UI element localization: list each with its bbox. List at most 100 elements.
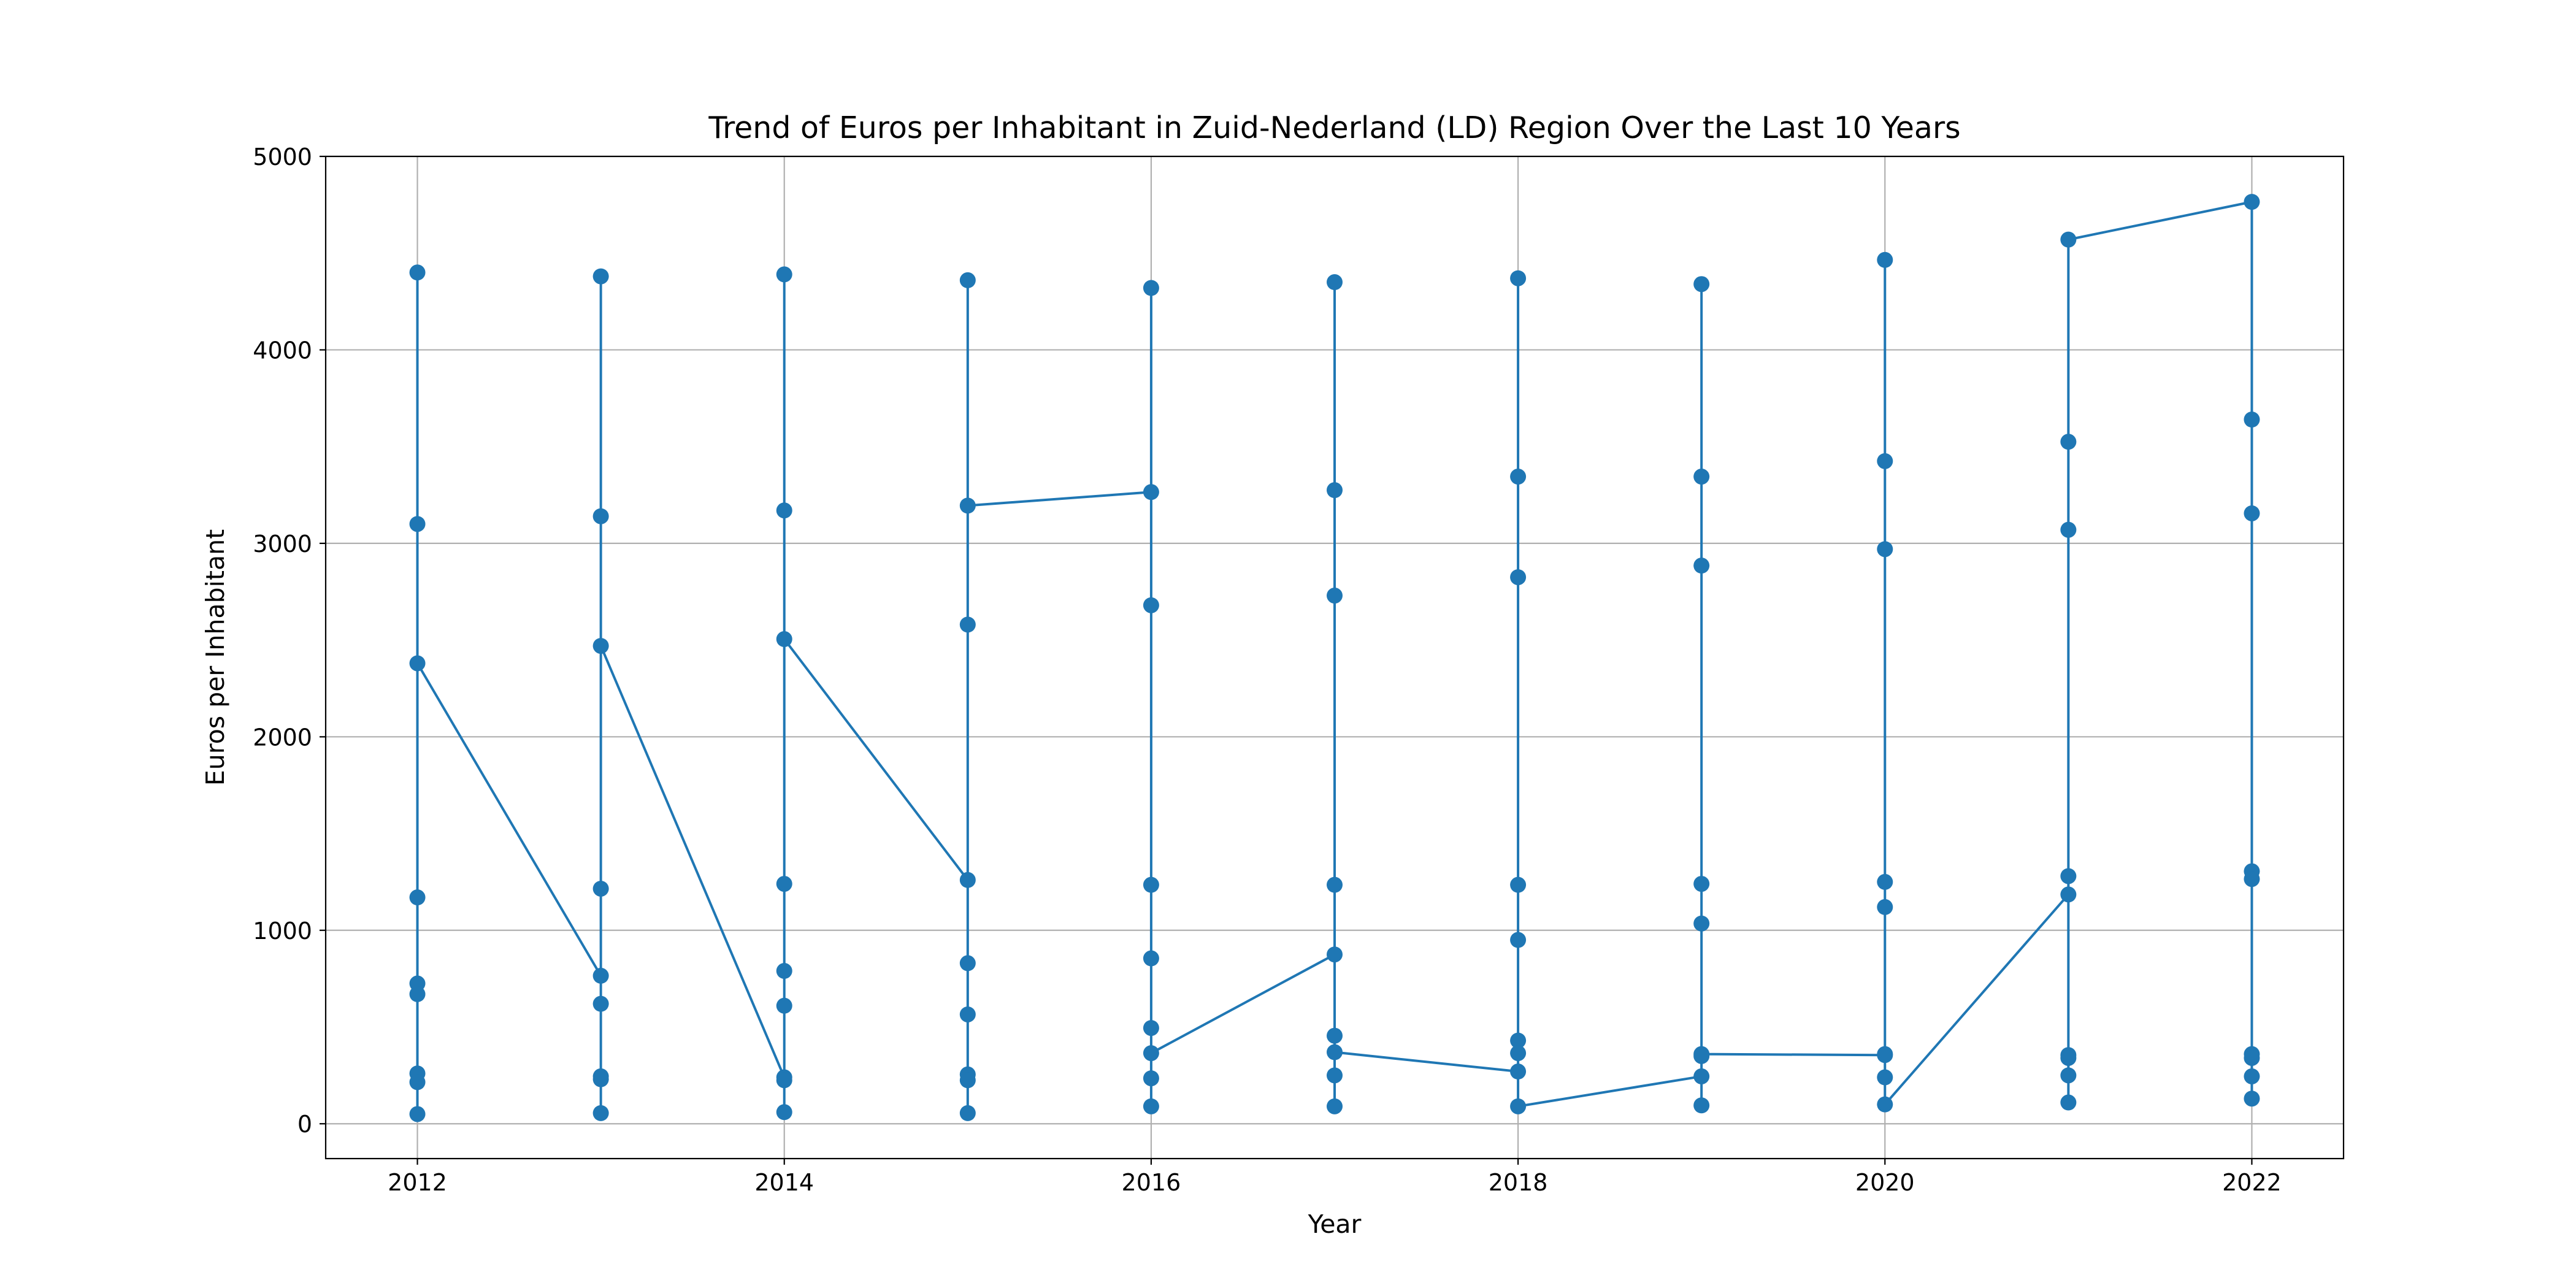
y-tick-label: 0 <box>297 1111 312 1138</box>
y-tick-label: 5000 <box>253 144 312 171</box>
data-point <box>2060 868 2077 884</box>
data-point <box>1877 1096 1893 1113</box>
data-point <box>776 876 792 892</box>
data-point <box>409 1106 426 1122</box>
y-tick-label: 3000 <box>253 531 312 558</box>
data-point <box>1877 873 1893 890</box>
data-point <box>592 1071 609 1087</box>
data-point <box>2244 412 2260 428</box>
data-point <box>2060 886 2077 903</box>
data-point <box>1143 1020 1159 1037</box>
data-point <box>2060 1049 2077 1066</box>
x-axis-label: Year <box>1308 1209 1362 1239</box>
data-point <box>776 997 792 1014</box>
data-point <box>1877 251 1893 268</box>
data-point <box>959 955 976 972</box>
data-point <box>1510 1064 1527 1080</box>
data-point <box>409 889 426 906</box>
data-point <box>1510 569 1527 586</box>
data-point <box>1327 876 1343 893</box>
data-point <box>959 872 976 888</box>
x-tick-label: 2022 <box>2222 1169 2282 1196</box>
data-point <box>1510 469 1527 485</box>
data-point <box>409 516 426 532</box>
data-point <box>1327 1027 1343 1044</box>
data-point <box>2244 871 2260 887</box>
data-point <box>1143 876 1159 893</box>
data-point <box>959 272 976 288</box>
y-tick-label: 2000 <box>253 724 312 751</box>
data-point <box>2244 1091 2260 1107</box>
data-point <box>1693 1068 1710 1084</box>
data-point <box>2060 1067 2077 1084</box>
data-point <box>1510 270 1527 286</box>
data-point <box>1327 588 1343 604</box>
data-point <box>2060 1094 2077 1111</box>
data-point <box>959 497 976 514</box>
data-point <box>1327 946 1343 963</box>
y-tick-label: 4000 <box>253 337 312 364</box>
data-point <box>2060 434 2077 450</box>
data-point <box>1877 453 1893 469</box>
data-point <box>2244 1068 2260 1084</box>
data-point <box>1877 1069 1893 1086</box>
data-point <box>1510 1032 1527 1049</box>
data-point <box>959 616 976 633</box>
data-point <box>1327 274 1343 291</box>
data-point <box>1510 932 1527 948</box>
data-point <box>1327 1044 1343 1060</box>
data-point <box>776 963 792 979</box>
data-point <box>592 880 609 897</box>
x-tick-label: 2018 <box>1489 1169 1548 1196</box>
data-point <box>2244 194 2260 210</box>
data-point <box>1143 597 1159 613</box>
data-point <box>592 268 609 285</box>
data-point <box>1327 1098 1343 1114</box>
data-point <box>1143 1045 1159 1062</box>
data-point <box>1327 1067 1343 1084</box>
data-point <box>409 986 426 1002</box>
data-point <box>2060 231 2077 248</box>
chart-title: Trend of Euros per Inhabitant in Zuid-Ne… <box>708 110 1960 145</box>
data-point <box>1693 1046 1710 1062</box>
data-point <box>592 508 609 524</box>
data-point <box>1693 915 1710 932</box>
data-point <box>1143 484 1159 500</box>
data-point <box>1510 876 1527 893</box>
data-point <box>1510 1098 1527 1114</box>
data-point <box>959 1105 976 1121</box>
data-point <box>1877 1046 1893 1062</box>
data-point <box>1143 1070 1159 1087</box>
data-point <box>959 1072 976 1089</box>
data-point <box>959 1006 976 1022</box>
data-point <box>1693 876 1710 892</box>
x-tick-label: 2012 <box>388 1169 447 1196</box>
data-point <box>592 995 609 1012</box>
data-point <box>592 638 609 654</box>
data-point <box>1693 469 1710 485</box>
data-point <box>409 264 426 281</box>
plot-frame <box>324 155 2345 1160</box>
x-tick-label: 2014 <box>754 1169 814 1196</box>
data-point <box>776 631 792 648</box>
data-point <box>592 1105 609 1121</box>
data-point <box>1693 1097 1710 1114</box>
data-point <box>776 502 792 519</box>
data-point <box>776 1104 792 1121</box>
data-point <box>592 967 609 984</box>
y-axis-label: Euros per Inhabitant <box>201 529 230 786</box>
data-point <box>1877 541 1893 558</box>
data-point <box>1143 280 1159 296</box>
data-point <box>1877 899 1893 915</box>
data-point <box>409 655 426 672</box>
data-point <box>1327 482 1343 499</box>
data-point <box>2060 521 2077 538</box>
data-point <box>1693 276 1710 293</box>
data-point <box>776 266 792 283</box>
data-point <box>409 1074 426 1091</box>
data-point <box>776 1072 792 1089</box>
data-point <box>1143 950 1159 967</box>
data-point <box>1510 1045 1527 1062</box>
